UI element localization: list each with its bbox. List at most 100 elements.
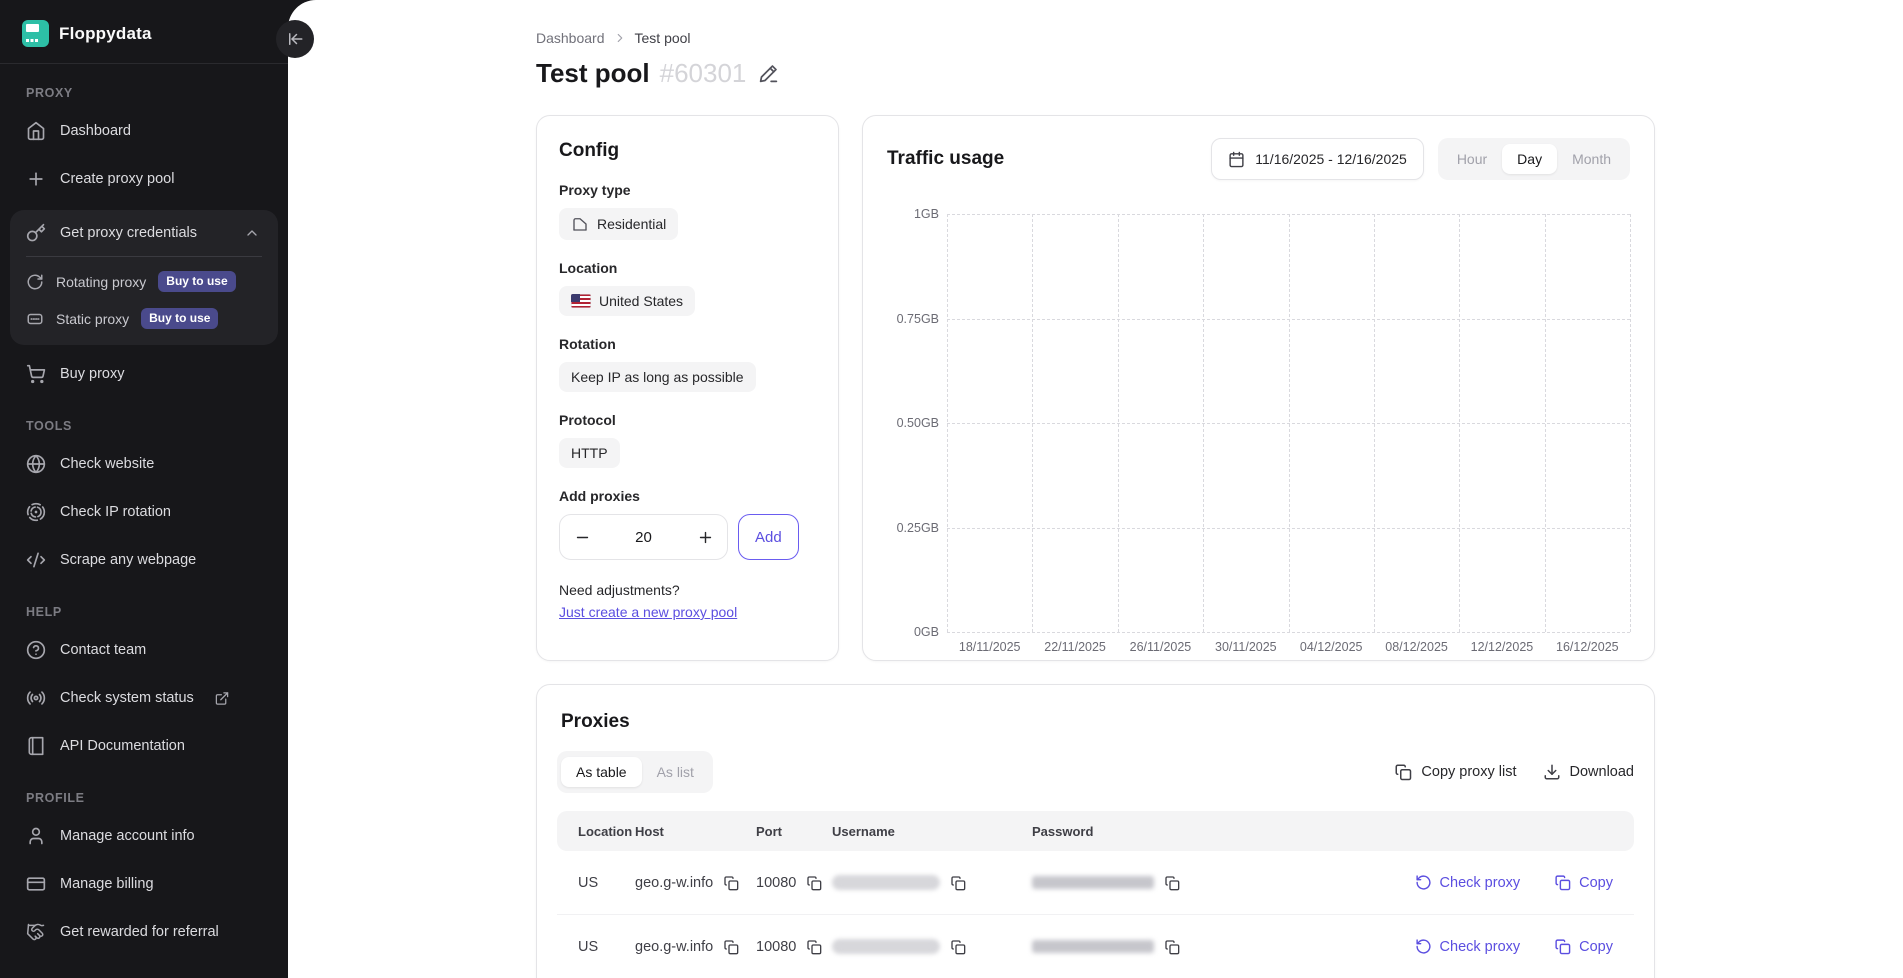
copy-row-button[interactable]: Copy — [1554, 874, 1613, 891]
check-proxy-button[interactable]: Check proxy — [1415, 874, 1521, 891]
y-tick: 0.25GB — [897, 521, 939, 535]
tab-hour[interactable]: Hour — [1442, 144, 1502, 174]
cell-username — [832, 873, 1032, 893]
brand-name: Floppydata — [59, 24, 152, 44]
home-icon — [26, 121, 46, 141]
page-title: Test pool — [536, 58, 650, 89]
breadcrumb-current: Test pool — [635, 30, 691, 46]
tab-as-list[interactable]: As list — [642, 757, 709, 787]
sidebar-collapse-button[interactable] — [276, 20, 314, 58]
masked-username — [832, 875, 940, 890]
sidebar-item-api-documentation[interactable]: API Documentation — [10, 723, 278, 769]
handshake-icon — [26, 922, 46, 942]
chevron-up-icon — [242, 225, 262, 241]
y-tick: 0.50GB — [897, 416, 939, 430]
sidebar-item-referral[interactable]: Get rewarded for referral — [10, 909, 278, 955]
gridline — [947, 214, 948, 632]
add-proxies-button[interactable]: Add — [738, 514, 799, 560]
sidebar-item-check-ip-rotation[interactable]: Check IP rotation — [10, 489, 278, 535]
sidebar-item-static-proxy[interactable]: Static proxy Buy to use — [10, 300, 278, 337]
table-header-row: Location Host Port Username Password — [557, 811, 1634, 851]
copy-host-button[interactable] — [721, 873, 741, 893]
need-adjustments-text: Need adjustments? — [559, 582, 816, 598]
book-icon — [26, 736, 46, 756]
cell-password — [1032, 873, 1406, 893]
x-tick: 26/11/2025 — [1130, 640, 1192, 654]
cell-host: geo.g-w.info — [635, 873, 756, 893]
gridline — [1118, 214, 1119, 632]
copy-host-button[interactable] — [721, 937, 741, 957]
copy-username-button[interactable] — [948, 937, 968, 957]
brand[interactable]: Floppydata — [0, 14, 288, 63]
sidebar-item-label: Get rewarded for referral — [60, 924, 219, 940]
gridline — [947, 632, 1630, 633]
view-tabs: As table As list — [557, 751, 713, 793]
key-icon — [26, 223, 46, 243]
sidebar-item-dashboard[interactable]: Dashboard — [10, 108, 278, 154]
x-tick: 12/12/2025 — [1471, 640, 1534, 654]
pencil-icon — [758, 63, 779, 84]
sidebar-item-create-proxy-pool[interactable]: Create proxy pool — [10, 156, 278, 202]
app-root: Floppydata PROXY Dashboard Create proxy … — [0, 0, 1903, 978]
decrement-button[interactable] — [560, 515, 604, 559]
config-title: Config — [559, 140, 816, 162]
sidebar-item-label: Contact team — [60, 642, 146, 658]
masked-password — [1032, 940, 1154, 953]
breadcrumb: Dashboard Test pool — [536, 30, 1655, 46]
traffic-chart: 1GB 0.75GB 0.50GB 0.25GB 0GB — [887, 214, 1630, 632]
date-range-picker[interactable]: 11/16/2025 - 12/16/2025 — [1211, 138, 1424, 180]
sidebar-divider — [0, 63, 288, 64]
sidebar-item-rotating-proxy[interactable]: Rotating proxy Buy to use — [10, 263, 278, 300]
col-host: Host — [635, 824, 756, 839]
sidebar-item-check-website[interactable]: Check website — [10, 441, 278, 487]
copy-username-button[interactable] — [948, 873, 968, 893]
static-proxy-icon — [26, 310, 44, 328]
tab-month[interactable]: Month — [1557, 144, 1626, 174]
copy-password-button[interactable] — [1162, 873, 1182, 893]
edit-title-button[interactable] — [756, 61, 781, 86]
copy-password-button[interactable] — [1162, 937, 1182, 957]
check-proxy-button[interactable]: Check proxy — [1415, 938, 1521, 955]
breadcrumb-dashboard[interactable]: Dashboard — [536, 30, 605, 46]
copy-proxy-list-button[interactable]: Copy proxy list — [1394, 763, 1516, 781]
copy-port-button[interactable] — [804, 873, 824, 893]
tab-as-table[interactable]: As table — [561, 757, 642, 787]
copy-row-button[interactable]: Copy — [1554, 938, 1613, 955]
quantity-value[interactable]: 20 — [604, 529, 683, 546]
download-icon — [1543, 763, 1561, 781]
download-button[interactable]: Download — [1543, 763, 1635, 781]
col-username: Username — [832, 824, 1032, 839]
group-divider — [26, 256, 262, 257]
sidebar-item-label: Get proxy credentials — [60, 225, 197, 241]
cell-location: US — [578, 875, 635, 891]
copy-icon — [1394, 763, 1412, 781]
sidebar-item-get-proxy-credentials[interactable]: Get proxy credentials — [10, 210, 278, 256]
traffic-title: Traffic usage — [887, 148, 1004, 170]
location-value: United States — [559, 286, 695, 316]
sidebar-item-manage-billing[interactable]: Manage billing — [10, 861, 278, 907]
sidebar-section-tools: TOOLS — [0, 419, 288, 433]
sidebar-item-label: Manage billing — [60, 876, 154, 892]
y-tick: 0.75GB — [897, 312, 939, 326]
rotation-label: Rotation — [559, 336, 816, 352]
refresh-icon — [1415, 938, 1432, 955]
tab-day[interactable]: Day — [1502, 144, 1557, 174]
sidebar-item-label: Check website — [60, 456, 154, 472]
sidebar-item-check-system-status[interactable]: Check system status — [10, 675, 278, 721]
granularity-tabs: Hour Day Month — [1438, 138, 1630, 180]
radio-icon — [26, 688, 46, 708]
get-proxy-credentials-group: Get proxy credentials Rotating proxy Buy… — [10, 210, 278, 345]
x-tick: 16/12/2025 — [1556, 640, 1619, 654]
code-icon — [26, 550, 46, 570]
globe-icon — [26, 454, 46, 474]
sidebar-item-label: Static proxy — [56, 311, 129, 327]
copy-port-button[interactable] — [804, 937, 824, 957]
copy-icon — [806, 875, 822, 891]
sidebar-item-contact-team[interactable]: Contact team — [10, 627, 278, 673]
create-new-pool-link[interactable]: Just create a new proxy pool — [559, 604, 737, 620]
sidebar-item-scrape-webpage[interactable]: Scrape any webpage — [10, 537, 278, 583]
location-label: Location — [559, 260, 816, 276]
sidebar-item-manage-account[interactable]: Manage account info — [10, 813, 278, 859]
increment-button[interactable] — [683, 515, 727, 559]
sidebar-item-buy-proxy[interactable]: Buy proxy — [10, 351, 278, 397]
